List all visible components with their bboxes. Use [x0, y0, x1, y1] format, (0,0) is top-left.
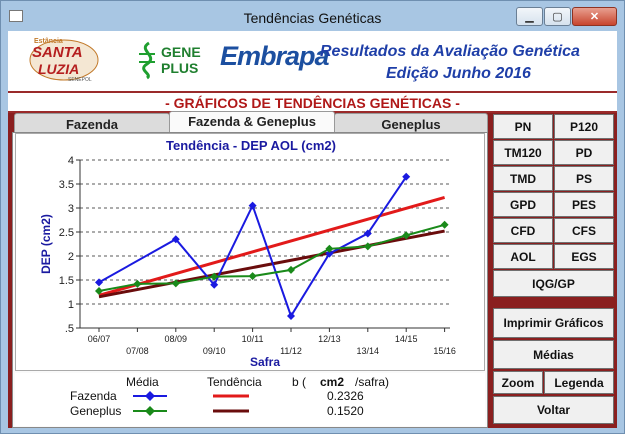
trait-button-gpd[interactable]: GPD	[493, 192, 553, 217]
legend-button[interactable]: Legenda	[544, 371, 614, 394]
tab-fazenda[interactable]: Fazenda	[14, 113, 170, 133]
legend-label-fazenda: Fazenda	[70, 389, 117, 403]
trait-button-tmd[interactable]: TMD	[493, 166, 553, 191]
trait-button-pes[interactable]: PES	[554, 192, 614, 217]
close-icon: ✕	[589, 11, 600, 23]
header-title: Resultados da Avaliação Genética	[320, 43, 580, 60]
window-title: Tendências Genéticas	[243, 10, 382, 26]
legend-header-b-unit: cm2	[320, 375, 345, 389]
chart-svg: Tendência - DEP AOL (cm2)43.532.521.51.5…	[39, 138, 456, 369]
trait-button-cfd[interactable]: CFD	[493, 218, 553, 243]
maximize-button[interactable]: ▢	[544, 7, 571, 26]
x-tick-label: 06/07	[88, 334, 111, 344]
tab-fazenda-geneplus[interactable]: Fazenda & Geneplus	[169, 111, 335, 133]
trend-chart: Tendência - DEP AOL (cm2) 4 3.5 3 2.5 2 1.5 1.5…	[15, 133, 485, 371]
data-point	[287, 312, 295, 320]
trait-button-aol[interactable]: AOL	[493, 244, 553, 269]
series-line-fazenda	[98, 176, 408, 319]
minimize-button[interactable]: ▁	[516, 7, 543, 26]
maximize-icon: ▢	[552, 11, 563, 23]
geneplus-logo: GENE PLUS	[135, 40, 215, 80]
embrapa-logo: Embrapa	[220, 41, 330, 71]
x-tick-label: 12/13	[318, 334, 341, 344]
data-point	[248, 201, 257, 210]
data-point	[171, 279, 180, 288]
x-tick-label: 14/15	[395, 334, 418, 344]
data-point	[325, 244, 334, 253]
y-tick-label: 3	[68, 203, 74, 215]
print-charts-button[interactable]: Imprimir Gráficos	[493, 308, 614, 338]
close-button[interactable]: ✕	[572, 7, 617, 26]
legend-b-geneplus: 0.1520	[327, 404, 364, 418]
trait-button-pn[interactable]: PN	[493, 114, 553, 139]
trait-button-ps[interactable]: PS	[554, 166, 614, 191]
data-point	[133, 279, 142, 288]
data-point	[210, 280, 219, 289]
legend-trend-geneplus-icon	[213, 409, 249, 413]
trait-button-p120[interactable]: P120	[554, 114, 614, 139]
y-tick-label: 2	[68, 251, 74, 263]
y-tick-label: 1.5	[59, 275, 74, 287]
legend-header-tendencia: Tendência	[207, 375, 262, 389]
data-point	[210, 272, 219, 281]
title-bar: Tendências Genéticas ▁ ▢ ✕	[1, 1, 624, 31]
legend-label-geneplus: Geneplus	[70, 404, 122, 418]
chart-legend: Média Tendência b ( cm2 /safra) Fazenda …	[15, 373, 485, 426]
data-point	[440, 220, 449, 229]
header: Estância SANTA LUZIA SENEPOL GENE PLUS E…	[8, 31, 617, 91]
minimize-icon: ▁	[525, 11, 534, 23]
data-point	[95, 278, 103, 287]
santa-luzia-logo: Estância SANTA LUZIA SENEPOL	[28, 38, 100, 86]
data-point	[363, 242, 372, 251]
data-point	[325, 249, 334, 258]
x-tick-label: 08/09	[165, 334, 188, 344]
legend-header-media: Média	[126, 375, 159, 389]
data-point	[402, 231, 411, 240]
trait-button-pd[interactable]: PD	[554, 140, 614, 165]
trend-line-geneplus	[98, 229, 445, 299]
y-tick-label: .5	[65, 323, 74, 335]
legend-b-fazenda: 0.2326	[327, 389, 364, 403]
trait-button-egs[interactable]: EGS	[554, 244, 614, 269]
y-axis-label: DEP (cm2)	[39, 214, 53, 274]
x-tick-label: 09/10	[203, 346, 226, 356]
averages-button[interactable]: Médias	[493, 340, 614, 369]
data-point	[287, 265, 295, 274]
y-tick-label: 4	[68, 155, 74, 167]
data-point	[248, 272, 257, 281]
iqg-gp-button[interactable]: IQG/GP	[493, 270, 614, 297]
data-point	[363, 229, 372, 238]
legend-media-fazenda-icon	[133, 391, 167, 401]
x-tick-label: 10/11	[242, 334, 264, 344]
x-tick-label: 11/12	[280, 346, 302, 356]
legend-header-b-suffix: /safra)	[355, 375, 390, 389]
x-tick-label: 07/08	[126, 346, 149, 356]
tab-geneplus[interactable]: Geneplus	[334, 113, 488, 133]
legend-header-b-prefix: b (	[292, 375, 307, 389]
section-banner: - GRÁFICOS DE TENDÊNCIAS GENÉTICAS -	[8, 91, 617, 113]
trend-line-fazenda	[98, 195, 446, 297]
chart-title: Tendência - DEP AOL (cm2)	[166, 138, 336, 153]
app-icon	[9, 10, 23, 22]
legend-media-geneplus-icon	[133, 406, 167, 416]
dna-icon	[139, 41, 155, 80]
series-line-geneplus	[98, 223, 445, 293]
x-tick-label: 13/14	[357, 346, 380, 356]
header-subtitle: Edição Junho 2016	[386, 65, 531, 82]
trait-button-tm120[interactable]: TM120	[493, 140, 553, 165]
back-button[interactable]: Voltar	[493, 396, 614, 424]
data-point	[95, 287, 103, 296]
x-tick-label: 15/16	[433, 346, 456, 356]
data-point	[171, 235, 180, 244]
y-tick-label: 1	[68, 299, 74, 311]
trait-button-cfs[interactable]: CFS	[554, 218, 614, 243]
y-tick-label: 3.5	[59, 179, 74, 191]
legend-trend-fazenda-icon	[213, 394, 249, 398]
client-area: Estância SANTA LUZIA SENEPOL GENE PLUS E…	[8, 31, 617, 428]
y-tick-label: 2.5	[59, 227, 74, 239]
x-axis-label: Safra	[250, 355, 280, 369]
zoom-button[interactable]: Zoom	[493, 371, 543, 394]
data-point	[402, 172, 411, 181]
